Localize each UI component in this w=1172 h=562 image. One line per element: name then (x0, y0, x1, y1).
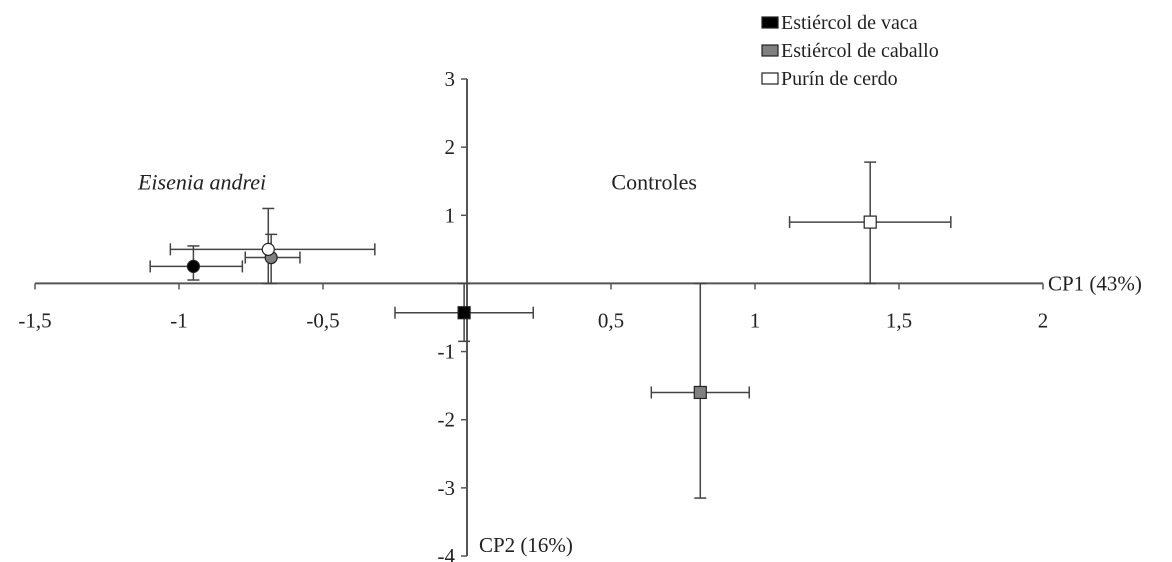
x-tick-label: -1 (170, 308, 188, 332)
error-bars (149, 161, 952, 499)
data-point-circle (186, 259, 200, 273)
data-point-square (693, 385, 707, 400)
legend: Estiércol de vaca Estiércol de caballo Pur… (761, 12, 939, 90)
x-tick-label: 2 (1038, 308, 1049, 332)
markers (186, 215, 877, 400)
legend-swatch (761, 72, 779, 85)
y-tick-label: 2 (445, 135, 456, 159)
x-tick-label: 1 (750, 308, 761, 332)
legend-swatch (761, 16, 779, 29)
data-point-circle (261, 242, 275, 256)
y-tick-label: -2 (438, 408, 456, 432)
y-tick-label: -3 (438, 476, 456, 500)
x-axis-title: CP1 (43%) (1048, 271, 1142, 295)
x-tick-label: 0,5 (598, 308, 624, 332)
group-annotations: Eisenia andrei Controles (137, 169, 697, 194)
x-tick-label: -1,5 (18, 308, 51, 332)
x-tick-label: 1,5 (886, 308, 912, 332)
axis-titles: CP1 (43%) CP2 (16%) (479, 271, 1142, 557)
data-point-square (457, 306, 471, 320)
y-tick-label: 3 (445, 67, 456, 91)
y-axis-title: CP2 (16%) (479, 533, 573, 557)
data-point-square (863, 215, 877, 229)
y-tick-label: -1 (438, 340, 456, 364)
group-annotation: Eisenia andrei (137, 169, 266, 194)
y-tick-label: 1 (445, 203, 456, 227)
y-tick-label: -4 (438, 544, 456, 562)
x-tick-label: -0,5 (306, 308, 339, 332)
ticks: -1,5 -1 -0,5 0,5 1 1,5 2 3 2 1 -1 -2 -3 -4 (18, 67, 1048, 562)
legend-label: Estiércol de vaca (781, 12, 918, 34)
group-annotation: Controles (611, 169, 697, 194)
legend-label: Estiércol de caballo (781, 40, 939, 62)
legend-label: Purín de cerdo (781, 68, 898, 90)
legend-swatch (761, 44, 779, 57)
